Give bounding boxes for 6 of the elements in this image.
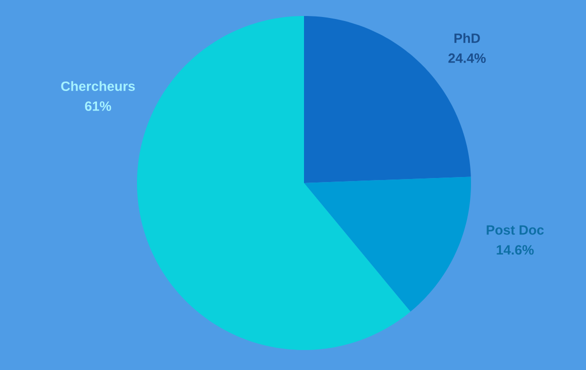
slice-label: Post Doc xyxy=(486,225,544,235)
slice-label: PhD xyxy=(454,33,480,43)
data-label: 24.4% xyxy=(448,53,486,63)
data-label: 14.6% xyxy=(496,245,534,255)
slice-label: Chercheurs xyxy=(61,81,135,91)
data-label: 61% xyxy=(85,101,112,111)
